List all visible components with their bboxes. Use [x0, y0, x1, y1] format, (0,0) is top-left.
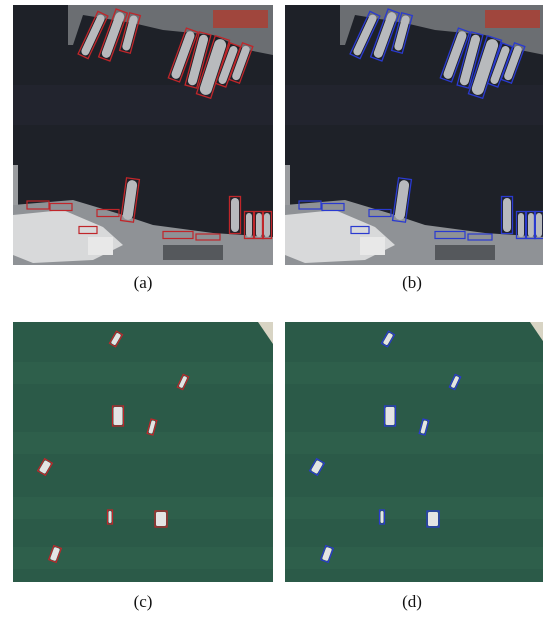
- water-band: [285, 85, 543, 125]
- pier: [285, 165, 290, 205]
- image: [285, 322, 543, 582]
- building: [88, 237, 113, 255]
- harbor-image-blue: [285, 5, 543, 265]
- ship: [427, 511, 439, 527]
- sea-image-blue: [285, 322, 543, 582]
- caption: (b): [402, 273, 422, 292]
- hull: [536, 213, 542, 237]
- hull: [386, 407, 395, 425]
- sea-image-red: [13, 322, 273, 582]
- image: [285, 5, 543, 265]
- pier: [13, 165, 18, 205]
- hull: [109, 511, 112, 523]
- hull: [503, 198, 511, 232]
- water-band: [285, 497, 543, 519]
- ship: [230, 197, 241, 234]
- water-band: [13, 362, 273, 384]
- hull: [156, 512, 166, 526]
- caption: (d): [402, 592, 422, 611]
- roof: [485, 10, 540, 28]
- image: [13, 5, 273, 265]
- ship: [502, 197, 513, 234]
- water-band: [13, 497, 273, 519]
- building: [360, 237, 385, 255]
- water-band: [285, 362, 543, 384]
- caption: (a): [134, 273, 153, 292]
- water-band: [13, 432, 273, 454]
- building: [435, 245, 495, 260]
- hull: [256, 213, 262, 237]
- caption: (c): [134, 592, 153, 611]
- roof: [213, 10, 268, 28]
- ship: [113, 406, 124, 426]
- hull: [518, 213, 524, 237]
- hull: [264, 213, 270, 237]
- ship: [385, 406, 396, 426]
- hull: [231, 198, 239, 232]
- water-band: [13, 85, 273, 125]
- hull: [246, 213, 252, 237]
- hull: [428, 512, 438, 526]
- water-band: [285, 432, 543, 454]
- hull: [114, 407, 123, 425]
- hull: [381, 511, 384, 523]
- image: [13, 322, 273, 582]
- figure: (a) (b) (c) (d): [0, 0, 543, 614]
- hull: [528, 213, 534, 237]
- building: [163, 245, 223, 260]
- ship: [155, 511, 167, 527]
- harbor-image-red: [13, 5, 273, 265]
